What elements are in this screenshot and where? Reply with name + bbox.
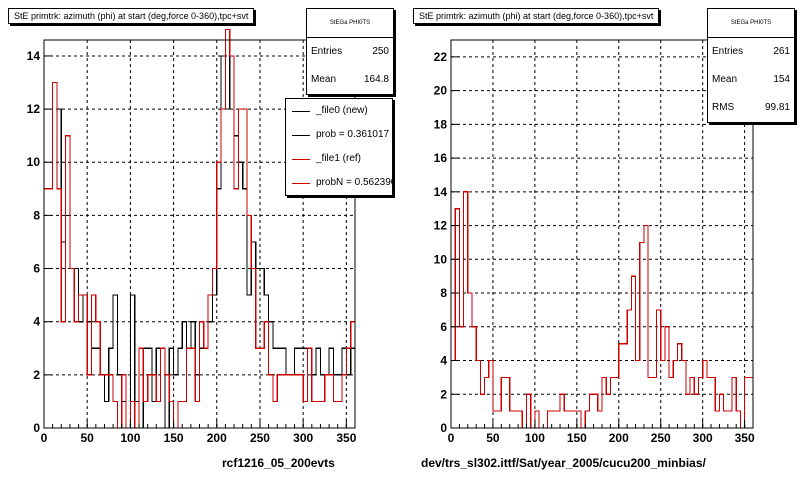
x-tick-label: 250 [250,431,270,445]
legend-box: _file0 (new) prob = 0.361017 _file1 (ref… [285,98,393,196]
stats-row-mean: Mean 164.8 [307,66,393,94]
y-tick-label: 12 [27,102,41,116]
stats-label: Mean [311,74,337,85]
stats-value: 261 [773,46,790,57]
stats-row-mean: Mean 154 [708,66,794,94]
y-tick-label: 10 [27,155,41,169]
legend-line-red [292,183,310,184]
y-tick-label: 22 [434,50,448,64]
x-tick-label: 300 [293,431,313,445]
y-tick-label: 4 [440,354,447,368]
legend-label: probN = 0.562390 [316,177,392,188]
histogram-series [44,28,355,429]
legend-line-black [292,135,310,136]
legend-entry: probN = 0.562390 [286,171,392,195]
y-tick-label: 4 [33,315,40,329]
x-tick-label: 200 [207,431,227,445]
y-tick-label: 14 [27,49,41,63]
y-tick-label: 20 [434,84,448,98]
stats-label: Entries [712,46,744,57]
stats-row-rms: RMS 99.81 [708,94,794,122]
x-tick-label: 0 [448,431,455,445]
x-tick-label: 350 [735,431,755,445]
legend-label: prob = 0.361017 [316,129,390,140]
x-tick-label: 100 [525,431,545,445]
x-tick-label: 100 [120,431,140,445]
y-tick-label: 0 [33,421,40,435]
y-tick-label: 6 [440,320,447,334]
legend-line-black [292,111,310,112]
legend-label: _file0 (new) [316,105,368,116]
legend-entry: _file1 (ref) [286,147,392,171]
y-tick-label: 14 [434,185,448,199]
x-tick-label: 350 [336,431,356,445]
y-tick-label: 16 [434,151,448,165]
y-tick-label: 2 [33,368,40,382]
stats-header: StEGa PHI0TS [307,9,393,38]
legend-entry: _file0 (new) [286,99,392,123]
legend-line-red [292,159,310,160]
x-tick-label: 200 [609,431,629,445]
x-tick-label: 150 [164,431,184,445]
x-tick-label: 50 [81,431,95,445]
histogram-series [44,55,355,429]
y-tick-label: 10 [434,252,448,266]
stats-value: 99.81 [764,102,790,113]
stats-row-entries: Entries 261 [708,38,794,66]
y-tick-label: 8 [33,208,40,222]
stats-header: StEGa PHI0TS [708,9,794,38]
y-tick-label: 2 [440,387,447,401]
y-tick-label: 0 [440,421,447,435]
y-tick-label: 8 [440,286,447,300]
footer-label-left: rcf1216_05_200evts [222,456,335,470]
stats-value: 164.8 [363,74,389,85]
stats-label: Mean [712,74,738,85]
x-tick-label: 50 [486,431,500,445]
x-tick-label: 300 [693,431,713,445]
histogram-series [451,191,753,429]
y-tick-label: 18 [434,117,448,131]
y-tick-label: 12 [434,219,448,233]
stats-box-left: StEGa PHI0TS Entries 250 Mean 164.8 [306,8,394,95]
chart-title-left: StE primtrk: azimuth (phi) at start (deg… [8,8,255,24]
x-tick-label: 150 [567,431,587,445]
stats-label: Entries [311,46,343,57]
legend-entry: prob = 0.361017 [286,123,392,147]
stats-label: RMS [712,102,735,113]
footer-label-right: dev/trs_sl302.ittf/Sat/year_2005/cucu200… [421,456,706,470]
x-tick-label: 0 [41,431,48,445]
stats-value: 250 [372,46,389,57]
legend-label: _file1 (ref) [316,153,362,164]
stats-box-right: StEGa PHI0TS Entries 261 Mean 154 RMS 99… [707,8,795,123]
x-tick-label: 250 [651,431,671,445]
stats-value: 154 [773,74,790,85]
y-tick-label: 6 [33,262,40,276]
chart-title-right: StE primtrk: azimuth (phi) at start (deg… [413,8,660,24]
stats-row-entries: Entries 250 [307,38,393,66]
